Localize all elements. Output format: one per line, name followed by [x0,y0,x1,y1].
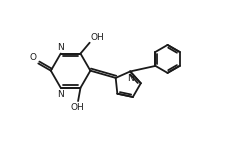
Text: OH: OH [90,33,104,42]
Text: OH: OH [70,103,84,111]
Text: O: O [30,53,37,63]
Text: N: N [57,43,63,52]
Text: N: N [57,90,63,99]
Text: N: N [126,74,133,83]
